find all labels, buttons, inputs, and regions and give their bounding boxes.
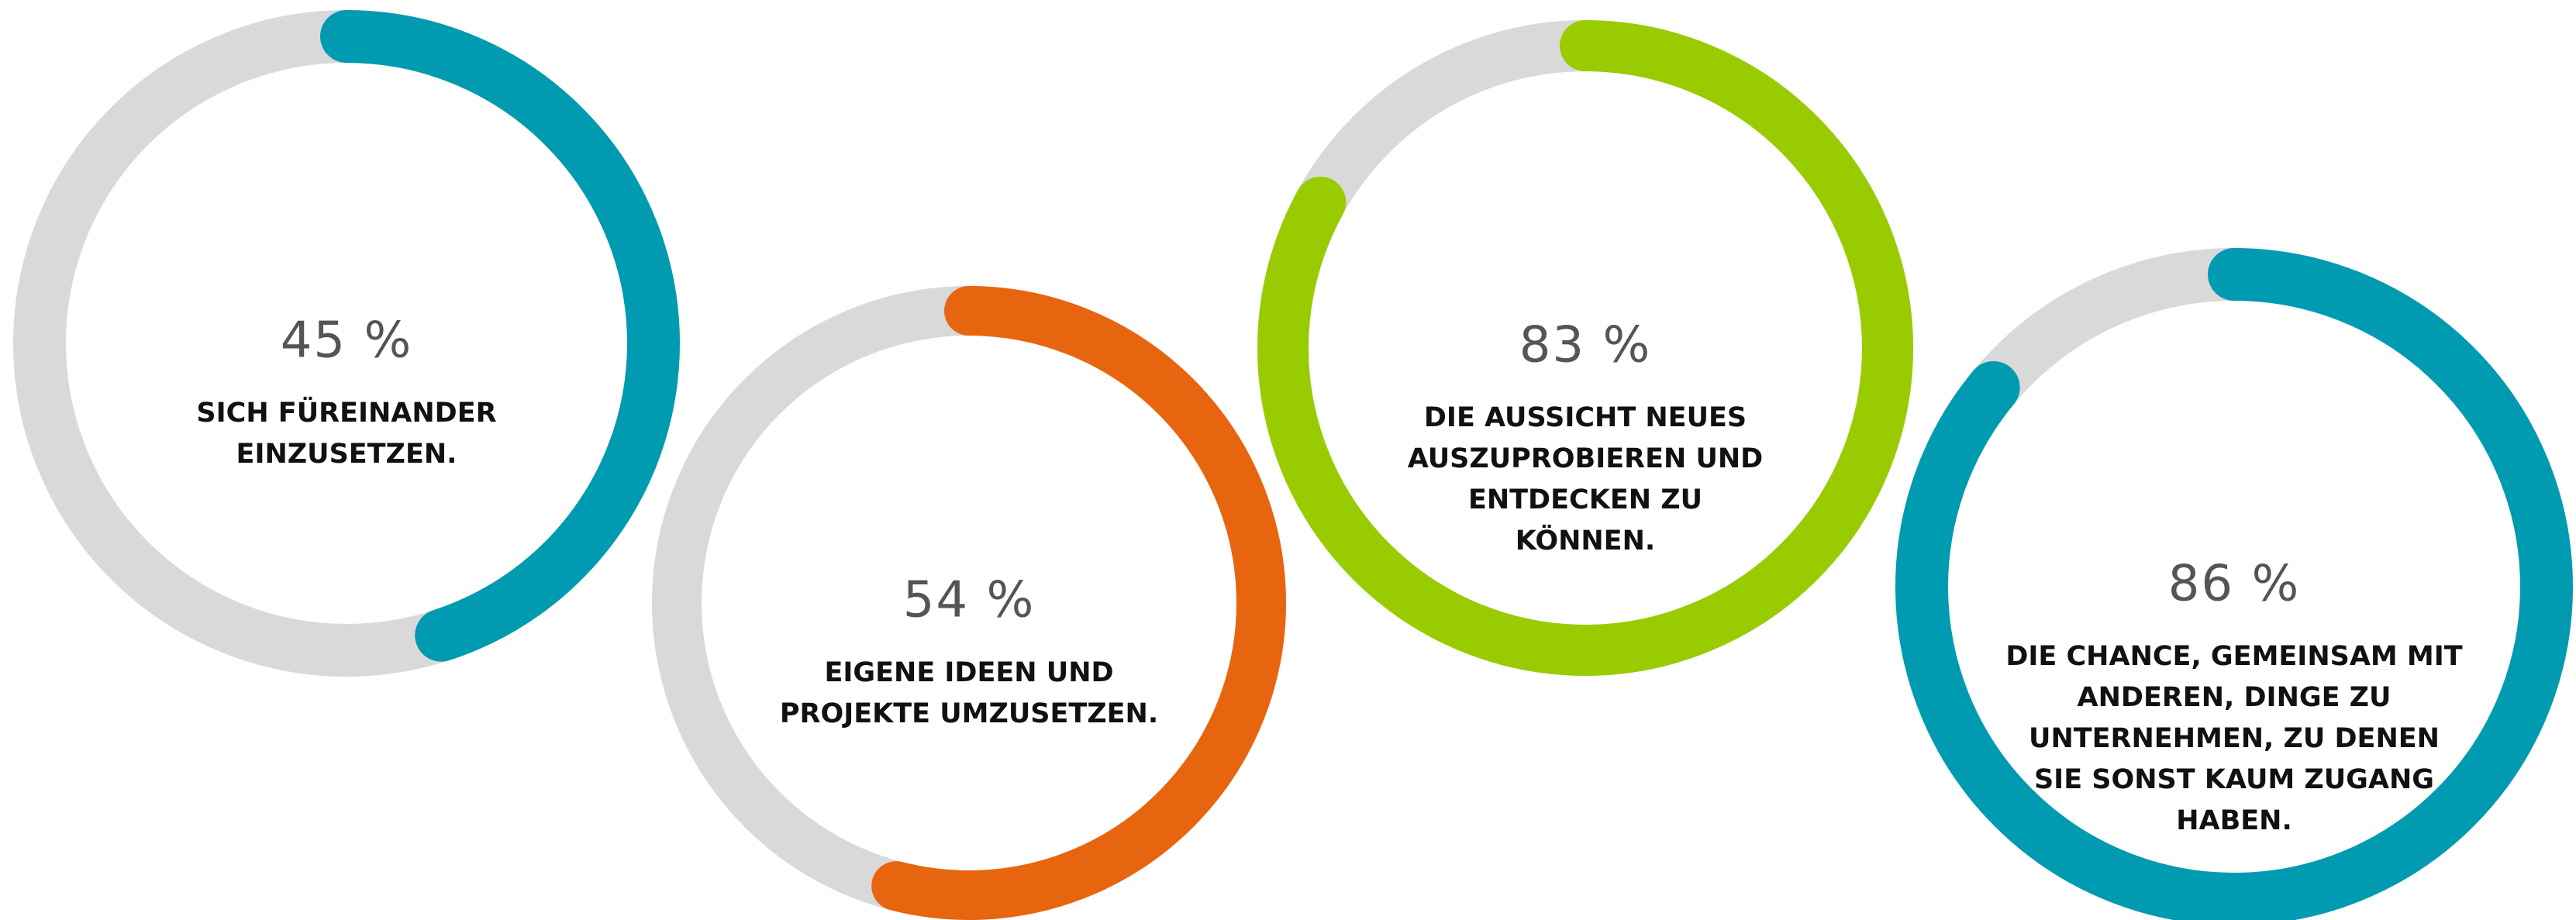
category-label: PROJEKTE UMZUSETZEN. bbox=[780, 698, 1158, 729]
donut-arc bbox=[1895, 248, 2573, 920]
category-label: AUSZUPROBIEREN UND bbox=[1408, 443, 1764, 474]
category-label: DIE AUSSICHT NEUES bbox=[1424, 402, 1747, 433]
category-label: UNTERNEHMEN, ZU DENEN bbox=[2029, 723, 2440, 754]
value-label: 86 % bbox=[2168, 556, 2301, 613]
value-label: 54 % bbox=[903, 572, 1036, 629]
category-label: EINZUSETZEN. bbox=[236, 439, 457, 470]
donut-arc bbox=[652, 286, 1286, 920]
category-label: SICH FÜREINANDER bbox=[196, 396, 496, 429]
category-label: SIE SONST KAUM ZUGANG bbox=[2034, 764, 2434, 795]
category-label: KÖNNEN. bbox=[1516, 524, 1655, 556]
donut-arc bbox=[13, 10, 680, 677]
category-label: DIE CHANCE, GEMEINSAM MIT bbox=[2005, 641, 2462, 672]
category-label: ANDEREN, DINGE ZU bbox=[2078, 682, 2392, 713]
category-label: ENTDECKEN ZU bbox=[1468, 484, 1702, 515]
category-label: HABEN. bbox=[2176, 805, 2292, 836]
donut-arc bbox=[1257, 20, 1913, 676]
value-label: 45 % bbox=[281, 312, 413, 370]
category-label: EIGENE IDEEN UND bbox=[824, 657, 1113, 688]
value-label: 83 % bbox=[1519, 317, 1652, 374]
